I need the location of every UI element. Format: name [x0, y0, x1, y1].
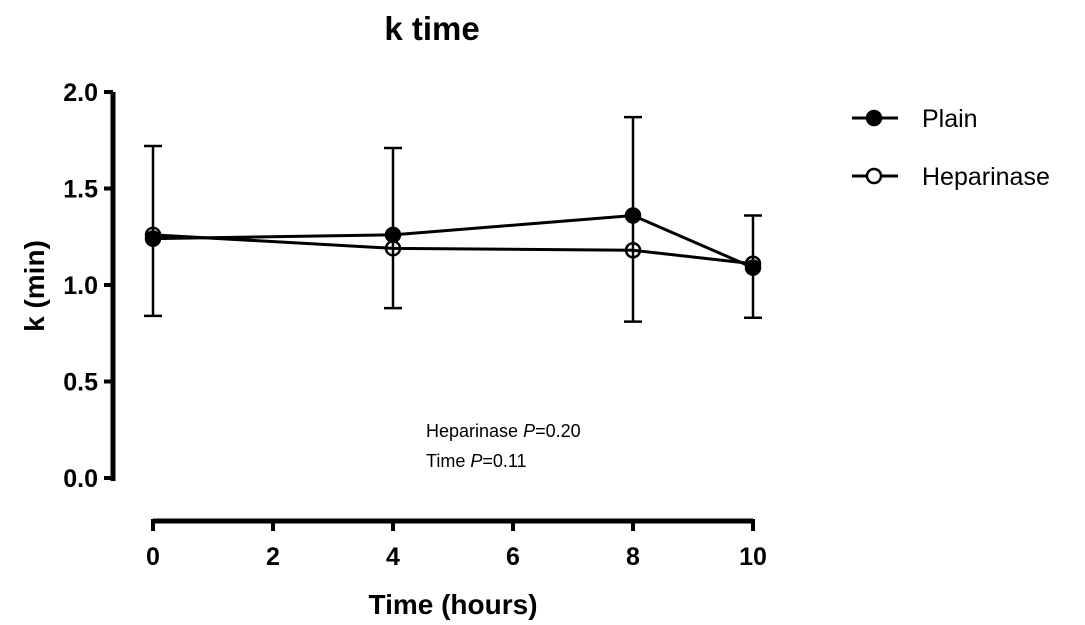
series-layer — [144, 115, 762, 323]
legend: Plain Heparinase — [852, 105, 1050, 191]
heparinase-series-line — [152, 233, 754, 266]
legend-marker-plain — [865, 109, 883, 127]
annotations: Heparinase P=0.20 Time P=0.11 — [426, 421, 581, 471]
y-tick-label: 0.5 — [63, 369, 98, 397]
y-tick-label: 2.0 — [63, 79, 98, 107]
y-ticks: 0.0 0.5 1.0 1.5 2.0 — [63, 79, 113, 493]
heparinase-point — [384, 240, 402, 257]
y-tick-label: 1.5 — [63, 176, 98, 204]
legend-label-plain: Plain — [922, 105, 978, 133]
y-tick-label: 1.0 — [63, 272, 98, 300]
y-tick-label: 0.0 — [63, 465, 98, 493]
x-tick-label: 8 — [626, 543, 640, 571]
x-tick-label: 0 — [146, 543, 160, 571]
y-axis-label: k (min) — [19, 240, 50, 332]
plain-point — [144, 230, 162, 247]
heparinase-point — [144, 226, 162, 244]
annotation-time-p: Time P=0.11 — [426, 451, 527, 471]
plain-point — [384, 226, 402, 244]
x-tick-label: 2 — [266, 543, 280, 571]
plain-point — [744, 259, 762, 276]
plain-point — [624, 207, 642, 224]
x-tick-label: 4 — [386, 543, 400, 571]
x-tick-label: 6 — [506, 543, 520, 571]
x-ticks: 0 2 4 6 8 10 — [146, 519, 767, 571]
annotation-heparinase-p: Heparinase P=0.20 — [426, 421, 581, 441]
x-axis-label: Time (hours) — [368, 589, 537, 620]
heparinase-point — [624, 242, 642, 259]
chart-title: k time — [384, 10, 479, 47]
heparinase-point — [744, 255, 762, 273]
legend-label-heparinase: Heparinase — [922, 163, 1050, 191]
legend-marker-heparinase — [865, 167, 883, 185]
x-tick-label: 10 — [739, 543, 767, 571]
plain-series-line — [152, 213, 754, 270]
